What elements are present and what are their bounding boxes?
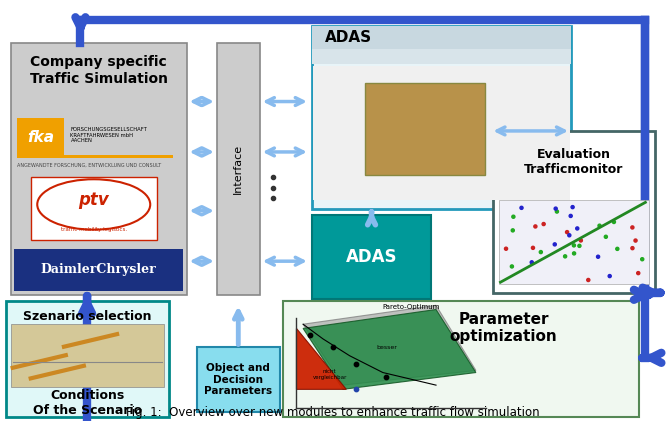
Text: Company specific
Traffic Simulation: Company specific Traffic Simulation: [30, 55, 168, 85]
Bar: [216, 42, 260, 295]
Text: ptv: ptv: [79, 191, 109, 209]
Point: [538, 221, 549, 227]
Point: [527, 244, 538, 251]
Point: [551, 208, 562, 215]
Text: besser: besser: [376, 345, 397, 350]
Point: [304, 332, 315, 338]
Text: Fig. 1:  Overview over new modules to enhance traffic flow simulation: Fig. 1: Overview over new modules to enh…: [126, 406, 540, 419]
Bar: [11, 42, 186, 295]
Point: [507, 227, 518, 234]
Point: [593, 253, 603, 260]
Point: [594, 222, 605, 229]
Point: [569, 250, 579, 257]
Point: [501, 245, 511, 252]
Text: traffic mobility logistics.: traffic mobility logistics.: [61, 227, 127, 232]
Bar: [313, 66, 569, 200]
Point: [328, 344, 338, 351]
Bar: [14, 249, 183, 291]
Bar: [499, 200, 649, 284]
Point: [627, 245, 638, 252]
Point: [530, 223, 541, 230]
Text: Conditions
Of the Scenario: Conditions Of the Scenario: [33, 389, 142, 417]
Bar: [312, 215, 432, 299]
Bar: [283, 301, 639, 416]
Point: [637, 256, 647, 263]
Text: Pareto-Optimum: Pareto-Optimum: [383, 303, 440, 309]
Point: [583, 277, 593, 283]
Point: [381, 373, 392, 380]
Text: DaimlerChrysler: DaimlerChrysler: [41, 263, 157, 276]
Bar: [11, 324, 164, 387]
Point: [627, 224, 638, 231]
Point: [612, 246, 623, 252]
Polygon shape: [303, 305, 476, 385]
Text: ADAS: ADAS: [325, 30, 372, 45]
Bar: [6, 301, 169, 416]
Text: Parameter
optimization: Parameter optimization: [450, 312, 557, 344]
Point: [550, 205, 561, 212]
Point: [526, 259, 537, 266]
Bar: [196, 347, 280, 412]
Bar: [365, 82, 485, 175]
Text: FORSCHUNGSGESELLSCHAFT
KRAFTFAHRWESEN mbH
AACHEN: FORSCHUNGSGESELLSCHAFT KRAFTFAHRWESEN mb…: [71, 127, 147, 143]
Point: [564, 232, 575, 239]
Polygon shape: [303, 309, 476, 389]
Text: Object and
Decision
Parameters: Object and Decision Parameters: [204, 363, 272, 397]
Text: ADAS: ADAS: [346, 248, 398, 266]
Text: ANGEWANDTE FORSCHUNG, ENTWICKLUNG UND CONSULT: ANGEWANDTE FORSCHUNG, ENTWICKLUNG UND CO…: [17, 162, 162, 167]
Point: [601, 233, 611, 240]
Bar: [17, 118, 64, 156]
Point: [572, 225, 583, 232]
Bar: [312, 26, 571, 209]
Point: [565, 212, 576, 219]
Bar: [312, 26, 571, 49]
Point: [351, 361, 362, 368]
Text: fka: fka: [27, 130, 54, 145]
Point: [351, 386, 362, 393]
Polygon shape: [296, 329, 346, 389]
Point: [508, 213, 519, 220]
Point: [574, 242, 585, 249]
Bar: [312, 49, 571, 64]
Point: [516, 204, 527, 211]
Point: [569, 242, 579, 249]
Point: [560, 253, 571, 260]
Point: [549, 241, 560, 248]
Text: Evaluation
Trafficmonitor: Evaluation Trafficmonitor: [524, 148, 623, 176]
Point: [609, 218, 619, 225]
Text: Interface: Interface: [233, 144, 243, 194]
Text: nicht
vergleichbar: nicht vergleichbar: [312, 369, 347, 380]
Point: [535, 249, 546, 255]
Bar: [31, 177, 157, 240]
Point: [507, 263, 517, 270]
Point: [567, 204, 578, 210]
Point: [575, 237, 586, 244]
Point: [630, 237, 641, 244]
Text: Szenario selection: Szenario selection: [23, 309, 152, 323]
Bar: [492, 131, 655, 293]
Bar: [17, 155, 174, 158]
Point: [604, 273, 615, 280]
Point: [633, 270, 643, 277]
Point: [561, 229, 572, 235]
